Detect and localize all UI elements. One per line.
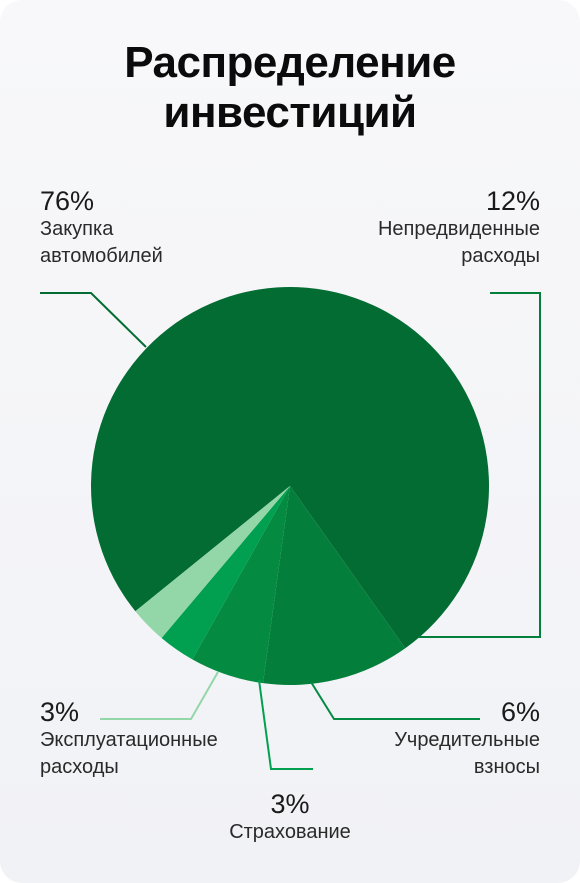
label-cars-percent: 76%: [40, 186, 95, 216]
leader-line-unforeseen: [418, 292, 541, 638]
label-founding-name: Учредительные взносы: [394, 729, 540, 778]
label-cars-name: Закупка автомобилей: [40, 218, 163, 267]
leader-line-insurance: [258, 679, 313, 770]
leader-line-operating: [100, 671, 219, 720]
pie-slice-founding: [192, 486, 290, 684]
label-founding: 6% Учредительные взносы: [360, 697, 540, 781]
pie-slice-insurance: [161, 486, 290, 660]
pie-slice-unforeseen: [262, 486, 406, 686]
label-operating-percent: 3%: [40, 697, 80, 727]
pie-slice-operating: [135, 486, 290, 638]
label-founding-percent: 6%: [500, 697, 540, 727]
label-insurance-name: Страхование: [229, 821, 351, 843]
label-unforeseen-name: Непредвиденные расходы: [377, 218, 540, 267]
chart-title: Распределение инвестиций: [124, 38, 456, 137]
label-operating-name: Эксплуатационные расходы: [40, 729, 218, 778]
label-cars: 76% Закупка автомобилей: [40, 186, 230, 270]
leader-line-cars: [40, 292, 147, 348]
label-insurance: 3% Страхование: [190, 789, 390, 846]
label-unforeseen: 12% Непредвиденные расходы: [340, 186, 540, 270]
label-insurance-percent: 3%: [270, 789, 310, 819]
pie-slice-cars: [91, 286, 490, 649]
leader-line-founding: [310, 681, 480, 720]
label-operating: 3% Эксплуатационные расходы: [40, 697, 255, 781]
label-unforeseen-percent: 12%: [485, 186, 540, 216]
